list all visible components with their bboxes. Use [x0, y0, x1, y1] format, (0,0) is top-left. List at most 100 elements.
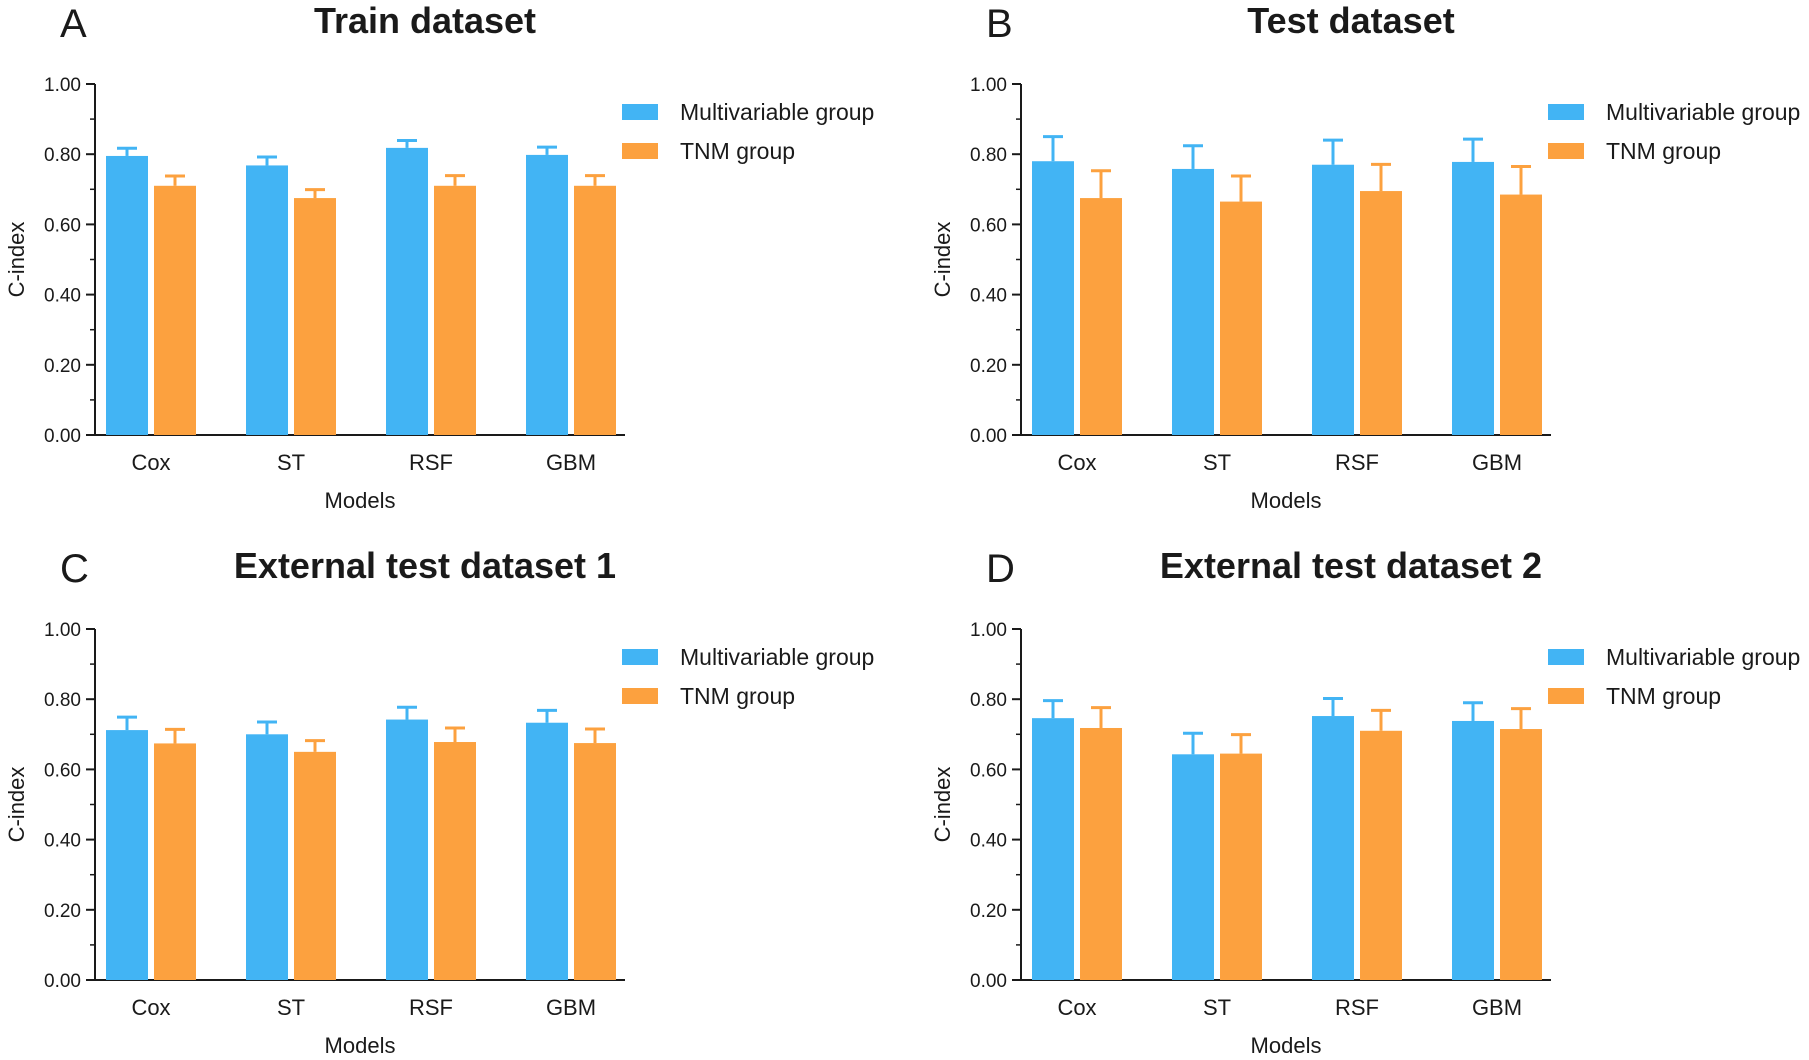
- y-tick-label: 0.00: [44, 426, 81, 447]
- legend-swatch: [1548, 688, 1584, 704]
- y-tick-label: 0.20: [44, 901, 81, 922]
- legend-label: Multivariable group: [680, 644, 874, 670]
- bar-tnm: [1080, 727, 1122, 980]
- bar-multivariable: [1312, 164, 1354, 436]
- legend-swatch: [622, 688, 658, 704]
- y-axis-title: C-index: [930, 222, 955, 298]
- y-tick-label: 0.60: [44, 760, 81, 781]
- y-tick-label: 0.40: [44, 831, 81, 852]
- y-axis-title: C-index: [4, 767, 29, 843]
- x-tick-label: Cox: [1057, 450, 1096, 475]
- x-axis-title: Models: [325, 1033, 396, 1058]
- x-axis-title: Models: [1251, 488, 1322, 513]
- y-tick-label: 1.00: [970, 620, 1007, 641]
- bar-tnm: [434, 742, 476, 980]
- x-tick-label: GBM: [546, 995, 596, 1020]
- y-axis-title: C-index: [930, 767, 955, 843]
- y-tick-label: 0.00: [44, 971, 81, 992]
- bar-multivariable: [526, 722, 568, 980]
- legend-label: TNM group: [680, 683, 795, 709]
- chart-panel-d: D External test dataset 2 0.00 0.20 0.40 0.60…: [930, 545, 1800, 1058]
- y-tick-label: 1.00: [44, 75, 81, 96]
- panel-letter: D: [986, 547, 1015, 591]
- legend-swatch: [622, 143, 658, 159]
- bar-multivariable: [1032, 161, 1074, 435]
- bar-tnm: [574, 185, 616, 435]
- bar-multivariable: [246, 165, 288, 435]
- bar-tnm: [1220, 201, 1262, 435]
- y-axis-title: C-index: [4, 222, 29, 298]
- chart-title: Test dataset: [1247, 0, 1454, 41]
- legend-label: Multivariable group: [680, 99, 874, 125]
- bar-multivariable: [1312, 716, 1354, 980]
- bar-multivariable: [246, 734, 288, 980]
- bar-multivariable: [1172, 754, 1214, 980]
- x-tick-label: ST: [1203, 995, 1231, 1020]
- x-tick-label: ST: [277, 995, 305, 1020]
- legend-swatch: [1548, 104, 1584, 120]
- bar-multivariable: [1452, 720, 1494, 980]
- x-tick-label: GBM: [1472, 995, 1522, 1020]
- legend-swatch: [622, 104, 658, 120]
- x-tick-label: Cox: [1057, 995, 1096, 1020]
- bar-tnm: [1500, 194, 1542, 435]
- bar-tnm: [1220, 753, 1262, 980]
- y-tick-label: 0.60: [970, 215, 1007, 236]
- y-tick-label: 0.40: [44, 286, 81, 307]
- bar-multivariable: [106, 155, 148, 435]
- legend-swatch: [1548, 649, 1584, 665]
- y-tick-label: 0.80: [970, 690, 1007, 711]
- y-tick-label: 1.00: [44, 620, 81, 641]
- bar-tnm: [294, 198, 336, 435]
- bar-multivariable: [526, 154, 568, 436]
- bar-multivariable: [1172, 168, 1214, 435]
- x-tick-label: Cox: [131, 995, 170, 1020]
- legend-label: TNM group: [1606, 683, 1721, 709]
- legend-label: Multivariable group: [1606, 99, 1800, 125]
- bar-tnm: [154, 743, 196, 980]
- bar-multivariable: [386, 147, 428, 435]
- bar-tnm: [1360, 191, 1402, 435]
- bar-multivariable: [386, 719, 428, 980]
- chart-panel-b: B Test dataset 0.00 0.20 0.40 0.60 0.80 1.00 C-i…: [930, 0, 1800, 513]
- chart-panel-c: C External test dataset 1 0.00 0.20 0.40 0.60…: [4, 545, 874, 1058]
- x-tick-label: RSF: [409, 995, 453, 1020]
- panel-letter: A: [60, 2, 87, 46]
- x-tick-label: Cox: [131, 450, 170, 475]
- x-tick-label: RSF: [1335, 450, 1379, 475]
- bar-multivariable: [1032, 718, 1074, 980]
- bar-tnm: [1360, 730, 1402, 980]
- y-tick-label: 0.60: [970, 760, 1007, 781]
- chart-title: External test dataset 2: [1160, 545, 1542, 586]
- bar-tnm: [154, 185, 196, 435]
- y-tick-label: 0.20: [970, 356, 1007, 377]
- legend-swatch: [1548, 143, 1584, 159]
- bar-tnm: [1500, 729, 1542, 980]
- x-tick-label: ST: [277, 450, 305, 475]
- legend-label: TNM group: [680, 138, 795, 164]
- x-tick-label: RSF: [409, 450, 453, 475]
- x-tick-label: GBM: [546, 450, 596, 475]
- x-axis-title: Models: [325, 488, 396, 513]
- y-tick-label: 0.80: [44, 690, 81, 711]
- y-tick-label: 0.60: [44, 215, 81, 236]
- panel-letter: B: [986, 2, 1013, 46]
- y-tick-label: 0.00: [970, 426, 1007, 447]
- legend-label: TNM group: [1606, 138, 1721, 164]
- x-tick-label: RSF: [1335, 995, 1379, 1020]
- bar-tnm: [294, 751, 336, 980]
- panel-letter: C: [60, 547, 89, 591]
- y-tick-label: 0.20: [970, 901, 1007, 922]
- chart-title: External test dataset 1: [234, 545, 616, 586]
- bar-multivariable: [1452, 161, 1494, 435]
- y-tick-label: 0.40: [970, 831, 1007, 852]
- y-tick-label: 0.80: [44, 145, 81, 166]
- y-tick-label: 0.00: [970, 971, 1007, 992]
- bar-tnm: [1080, 198, 1122, 435]
- y-tick-label: 0.40: [970, 286, 1007, 307]
- chart-title: Train dataset: [314, 0, 536, 41]
- y-tick-label: 0.80: [970, 145, 1007, 166]
- legend-label: Multivariable group: [1606, 644, 1800, 670]
- y-tick-label: 1.00: [970, 75, 1007, 96]
